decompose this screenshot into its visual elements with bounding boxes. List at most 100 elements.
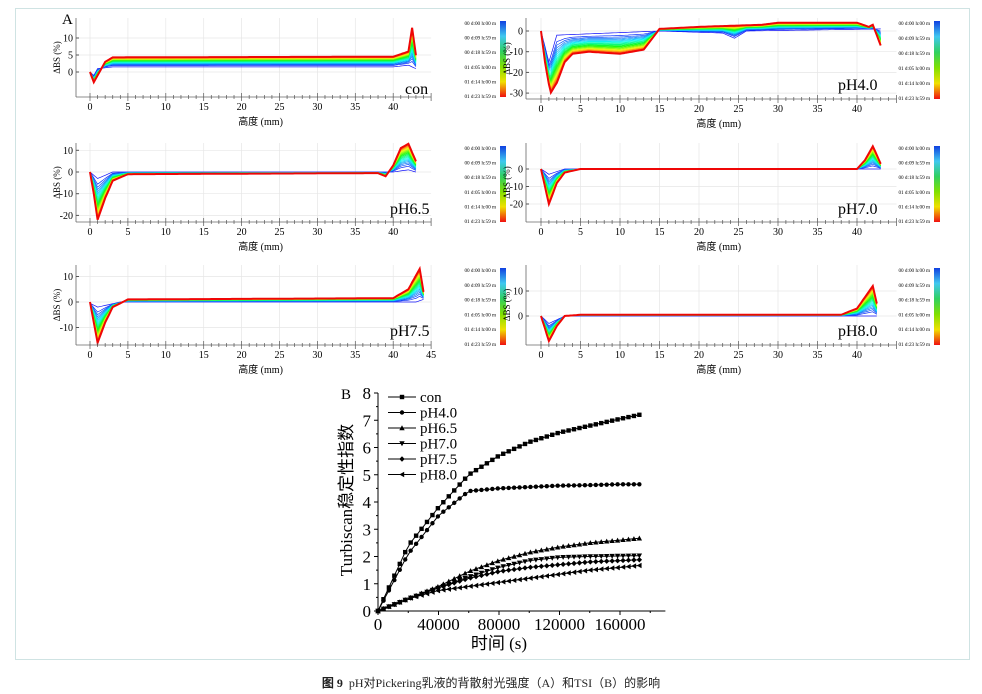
y-tick-label: 0 [363,602,372,621]
y-tick-label: 6 [363,439,372,458]
data-point [495,579,500,586]
bs-profile-curve [89,162,417,191]
bs-profile-curve [540,303,878,332]
x-axis-title: 高度 (mm) [238,363,283,376]
bs-profile-curve [89,151,417,208]
data-point [554,571,560,578]
data-point [620,557,626,564]
data-point [413,593,419,600]
data-point [636,553,643,559]
x-tick-label: 45 [426,350,436,361]
data-point [582,554,588,560]
caption-text: pH对Pickering乳液的背散射光强度（A）和TSI（B）的影响 [348,676,661,690]
bs-profile-curve [89,268,424,344]
x-tick-label: 10 [161,102,171,113]
data-point [511,446,517,452]
data-point [593,554,599,560]
x-tick-label: 20 [237,102,247,113]
bs-profile-curve [89,288,424,321]
x-tick-label: 10 [615,227,625,238]
data-point [435,588,441,594]
x-tick-label: 10 [161,227,171,238]
colorbar-time-label: 00 d:00 h:00 m [464,146,496,152]
y-tick-label: -20 [510,200,523,211]
y-axis-title: ΔBS (%) [52,166,62,199]
x-tick-label: 80000 [478,615,521,634]
data-point [468,488,473,494]
x-axis-title: 高度 (mm) [696,117,741,130]
data-point [479,487,484,493]
data-point [631,413,637,419]
data-point [637,482,642,487]
colorbar-time-label: 00 d:09 h:59 m [464,161,496,167]
legend-label: pH7.0 [420,437,457,453]
data-point [631,553,637,559]
y-tick-label: -20 [510,68,523,79]
bs-profile-curve [89,55,417,78]
panel-pH8-0: 0 5 10 15 20 25 30 35 40 0 10 高度 (mm) ΔBS (%) pH8.0 00… [502,265,940,376]
bs-profile-curve [89,282,424,328]
x-tick-label: 0 [88,350,93,361]
panel-condition-label: con [405,81,428,98]
data-point [637,412,642,417]
data-point [517,444,522,449]
data-point [473,573,479,580]
colorbar-time-label: 00 d:18 h:59 m [898,175,930,181]
bs-profile-curve [540,155,881,192]
bs-profile-curve [89,281,424,329]
data-point [587,567,593,573]
data-point [490,457,495,463]
y-axis-title: ΔBS (%) [502,166,512,199]
data-point [527,558,534,564]
panel-label-b: B [341,387,351,403]
data-point [462,476,468,481]
data-point [424,590,430,597]
data-point [614,537,621,543]
data-point [495,569,501,575]
data-point [565,561,572,567]
y-tick-label: 0 [68,68,73,79]
data-point [533,574,539,581]
data-point [505,578,511,584]
x-tick-label: 35 [813,104,823,115]
data-point [386,603,392,610]
data-point [538,563,545,570]
data-point [440,587,446,593]
panel-pH4-0: 0 5 10 15 20 25 30 35 40 -30 -20 -10 0 高度 (mm) ΔBS (%)… [502,18,940,130]
legend-marker [399,441,405,447]
data-point [549,562,555,569]
data-point [516,576,522,583]
data-point [500,556,506,562]
data-point [631,563,637,569]
x-tick-label: 20 [694,227,704,238]
bs-profile-curve [540,162,881,183]
data-point [577,425,582,431]
bs-profile-curve [89,155,417,203]
colorbar-time-label: 00 d:09 h:59 m [464,283,496,289]
y-tick-label: -10 [510,182,523,193]
x-tick-label: 40 [852,350,862,361]
data-point [565,570,571,576]
x-tick-label: 160000 [595,615,646,634]
data-point [391,601,397,608]
data-point [576,560,583,566]
data-point [397,599,402,605]
bs-profile-curve [89,155,417,201]
y-axis-title: Turbiscan稳定性指数 [337,424,356,576]
bs-profile-curve [89,58,417,78]
bs-profile-curve [540,160,881,186]
data-point [403,549,408,555]
y-tick-label: -20 [60,211,73,222]
y-tick-label: 0 [518,27,523,38]
x-tick-label: 30 [773,104,783,115]
colorbar-time-label: 01 d:14 h:00 m [898,327,930,333]
y-tick-label: 5 [363,466,372,485]
y-axis-title: ΔBS (%) [502,289,512,322]
colorbar-time-label: 01 d:23 h:59 m [464,342,496,348]
x-tick-label: 15 [199,102,209,113]
bs-profile-curve [540,24,882,83]
bs-profile-curve [540,21,882,96]
bs-profile-curve [540,156,881,191]
bs-profile-curve [540,158,881,189]
data-point [636,557,643,563]
